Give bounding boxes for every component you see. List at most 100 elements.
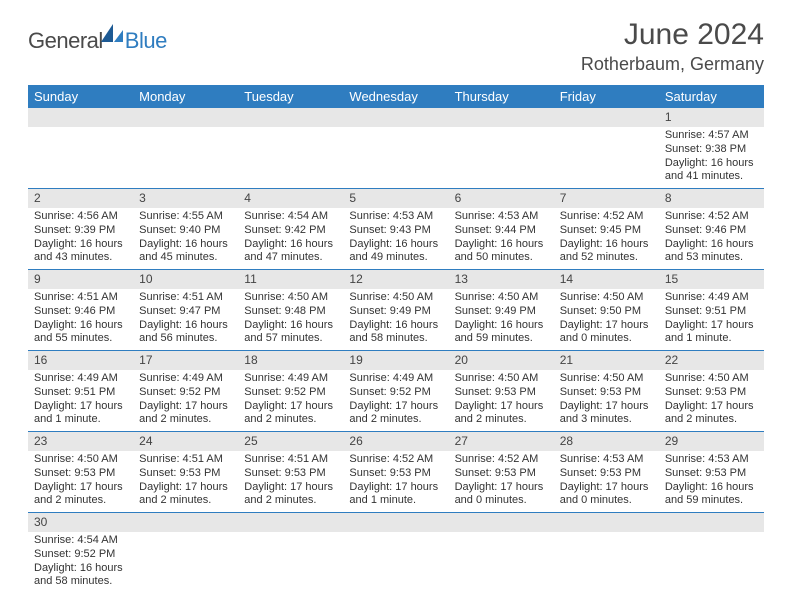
day-line: Sunset: 9:53 PM (455, 467, 548, 481)
calendar-day-cell: 18Sunrise: 4:49 AMSunset: 9:52 PMDayligh… (238, 351, 343, 432)
day-line: Daylight: 16 hours and 41 minutes. (665, 157, 758, 185)
day-line: Sunrise: 4:51 AM (244, 453, 337, 467)
calendar-day-cell: 13Sunrise: 4:50 AMSunset: 9:49 PMDayligh… (449, 270, 554, 351)
day-line: Daylight: 17 hours and 2 minutes. (244, 400, 337, 428)
day-body: Sunrise: 4:50 AMSunset: 9:49 PMDaylight:… (449, 289, 554, 350)
day-line: Daylight: 17 hours and 2 minutes. (139, 481, 232, 509)
calendar-day-cell (343, 108, 448, 189)
day-line: Daylight: 17 hours and 2 minutes. (244, 481, 337, 509)
calendar-day-cell (28, 108, 133, 189)
day-number: 2 (28, 189, 133, 208)
day-number: 1 (659, 108, 764, 127)
calendar-page: General Blue June 2024 Rotherbaum, Germa… (0, 0, 792, 611)
day-number: 7 (554, 189, 659, 208)
day-header: Sunday (28, 85, 133, 108)
day-body: Sunrise: 4:50 AMSunset: 9:50 PMDaylight:… (554, 289, 659, 350)
calendar-table: Sunday Monday Tuesday Wednesday Thursday… (28, 85, 764, 593)
day-line: Sunset: 9:51 PM (34, 386, 127, 400)
day-line: Sunrise: 4:54 AM (34, 534, 127, 548)
calendar-day-cell: 23Sunrise: 4:50 AMSunset: 9:53 PMDayligh… (28, 432, 133, 513)
day-line: Sunrise: 4:50 AM (560, 291, 653, 305)
month-title: June 2024 (581, 18, 764, 52)
calendar-week-row: 16Sunrise: 4:49 AMSunset: 9:51 PMDayligh… (28, 351, 764, 432)
day-line: Daylight: 16 hours and 53 minutes. (665, 238, 758, 266)
day-line: Sunrise: 4:55 AM (139, 210, 232, 224)
empty-day (554, 108, 659, 127)
day-header: Wednesday (343, 85, 448, 108)
calendar-day-cell: 26Sunrise: 4:52 AMSunset: 9:53 PMDayligh… (343, 432, 448, 513)
day-line: Daylight: 16 hours and 45 minutes. (139, 238, 232, 266)
day-number: 26 (343, 432, 448, 451)
day-line: Sunrise: 4:50 AM (244, 291, 337, 305)
day-body: Sunrise: 4:51 AMSunset: 9:53 PMDaylight:… (133, 451, 238, 512)
day-number: 10 (133, 270, 238, 289)
day-line: Daylight: 16 hours and 56 minutes. (139, 319, 232, 347)
calendar-day-cell: 19Sunrise: 4:49 AMSunset: 9:52 PMDayligh… (343, 351, 448, 432)
day-body: Sunrise: 4:49 AMSunset: 9:51 PMDaylight:… (28, 370, 133, 431)
day-line: Daylight: 17 hours and 2 minutes. (349, 400, 442, 428)
day-number: 18 (238, 351, 343, 370)
empty-day (133, 513, 238, 532)
day-line: Sunrise: 4:50 AM (665, 372, 758, 386)
day-body: Sunrise: 4:49 AMSunset: 9:52 PMDaylight:… (343, 370, 448, 431)
calendar-day-cell: 9Sunrise: 4:51 AMSunset: 9:46 PMDaylight… (28, 270, 133, 351)
day-body: Sunrise: 4:55 AMSunset: 9:40 PMDaylight:… (133, 208, 238, 269)
calendar-day-cell (133, 513, 238, 594)
calendar-day-cell: 28Sunrise: 4:53 AMSunset: 9:53 PMDayligh… (554, 432, 659, 513)
day-number: 25 (238, 432, 343, 451)
empty-day (659, 513, 764, 532)
day-line: Sunset: 9:52 PM (34, 548, 127, 562)
day-body: Sunrise: 4:50 AMSunset: 9:53 PMDaylight:… (554, 370, 659, 431)
empty-day (449, 108, 554, 127)
day-line: Daylight: 16 hours and 58 minutes. (34, 562, 127, 590)
day-line: Daylight: 16 hours and 49 minutes. (349, 238, 442, 266)
day-line: Daylight: 16 hours and 59 minutes. (455, 319, 548, 347)
day-line: Sunrise: 4:52 AM (665, 210, 758, 224)
calendar-day-cell: 12Sunrise: 4:50 AMSunset: 9:49 PMDayligh… (343, 270, 448, 351)
day-body: Sunrise: 4:56 AMSunset: 9:39 PMDaylight:… (28, 208, 133, 269)
day-line: Sunset: 9:43 PM (349, 224, 442, 238)
day-body: Sunrise: 4:52 AMSunset: 9:53 PMDaylight:… (343, 451, 448, 512)
title-block: June 2024 Rotherbaum, Germany (581, 18, 764, 75)
day-header: Saturday (659, 85, 764, 108)
day-line: Sunset: 9:52 PM (244, 386, 337, 400)
day-line: Sunset: 9:50 PM (560, 305, 653, 319)
day-line: Sunset: 9:52 PM (139, 386, 232, 400)
day-header: Friday (554, 85, 659, 108)
day-line: Daylight: 16 hours and 43 minutes. (34, 238, 127, 266)
day-body: Sunrise: 4:50 AMSunset: 9:53 PMDaylight:… (28, 451, 133, 512)
day-line: Sunrise: 4:51 AM (139, 453, 232, 467)
day-number: 9 (28, 270, 133, 289)
day-body: Sunrise: 4:49 AMSunset: 9:51 PMDaylight:… (659, 289, 764, 350)
day-line: Daylight: 16 hours and 52 minutes. (560, 238, 653, 266)
day-body: Sunrise: 4:57 AMSunset: 9:38 PMDaylight:… (659, 127, 764, 188)
calendar-day-cell: 16Sunrise: 4:49 AMSunset: 9:51 PMDayligh… (28, 351, 133, 432)
calendar-week-row: 9Sunrise: 4:51 AMSunset: 9:46 PMDaylight… (28, 270, 764, 351)
calendar-day-cell: 4Sunrise: 4:54 AMSunset: 9:42 PMDaylight… (238, 189, 343, 270)
day-line: Sunset: 9:53 PM (139, 467, 232, 481)
day-number: 27 (449, 432, 554, 451)
page-header: General Blue June 2024 Rotherbaum, Germa… (28, 18, 764, 75)
day-line: Sunset: 9:53 PM (244, 467, 337, 481)
day-line: Sunset: 9:53 PM (560, 467, 653, 481)
day-line: Sunrise: 4:52 AM (560, 210, 653, 224)
day-line: Daylight: 16 hours and 59 minutes. (665, 481, 758, 509)
calendar-day-cell: 24Sunrise: 4:51 AMSunset: 9:53 PMDayligh… (133, 432, 238, 513)
day-body: Sunrise: 4:52 AMSunset: 9:53 PMDaylight:… (449, 451, 554, 512)
day-line: Sunrise: 4:54 AM (244, 210, 337, 224)
day-header: Monday (133, 85, 238, 108)
day-line: Sunset: 9:47 PM (139, 305, 232, 319)
day-line: Daylight: 16 hours and 47 minutes. (244, 238, 337, 266)
calendar-day-cell (449, 108, 554, 189)
day-line: Sunrise: 4:53 AM (455, 210, 548, 224)
day-line: Sunset: 9:39 PM (34, 224, 127, 238)
day-line: Daylight: 17 hours and 2 minutes. (455, 400, 548, 428)
day-line: Sunrise: 4:53 AM (560, 453, 653, 467)
calendar-week-row: 1Sunrise: 4:57 AMSunset: 9:38 PMDaylight… (28, 108, 764, 189)
day-line: Daylight: 17 hours and 1 minute. (349, 481, 442, 509)
day-body: Sunrise: 4:51 AMSunset: 9:53 PMDaylight:… (238, 451, 343, 512)
day-line: Daylight: 17 hours and 3 minutes. (560, 400, 653, 428)
day-line: Sunset: 9:49 PM (455, 305, 548, 319)
logo-text-general: General (28, 28, 103, 54)
day-line: Daylight: 17 hours and 2 minutes. (139, 400, 232, 428)
